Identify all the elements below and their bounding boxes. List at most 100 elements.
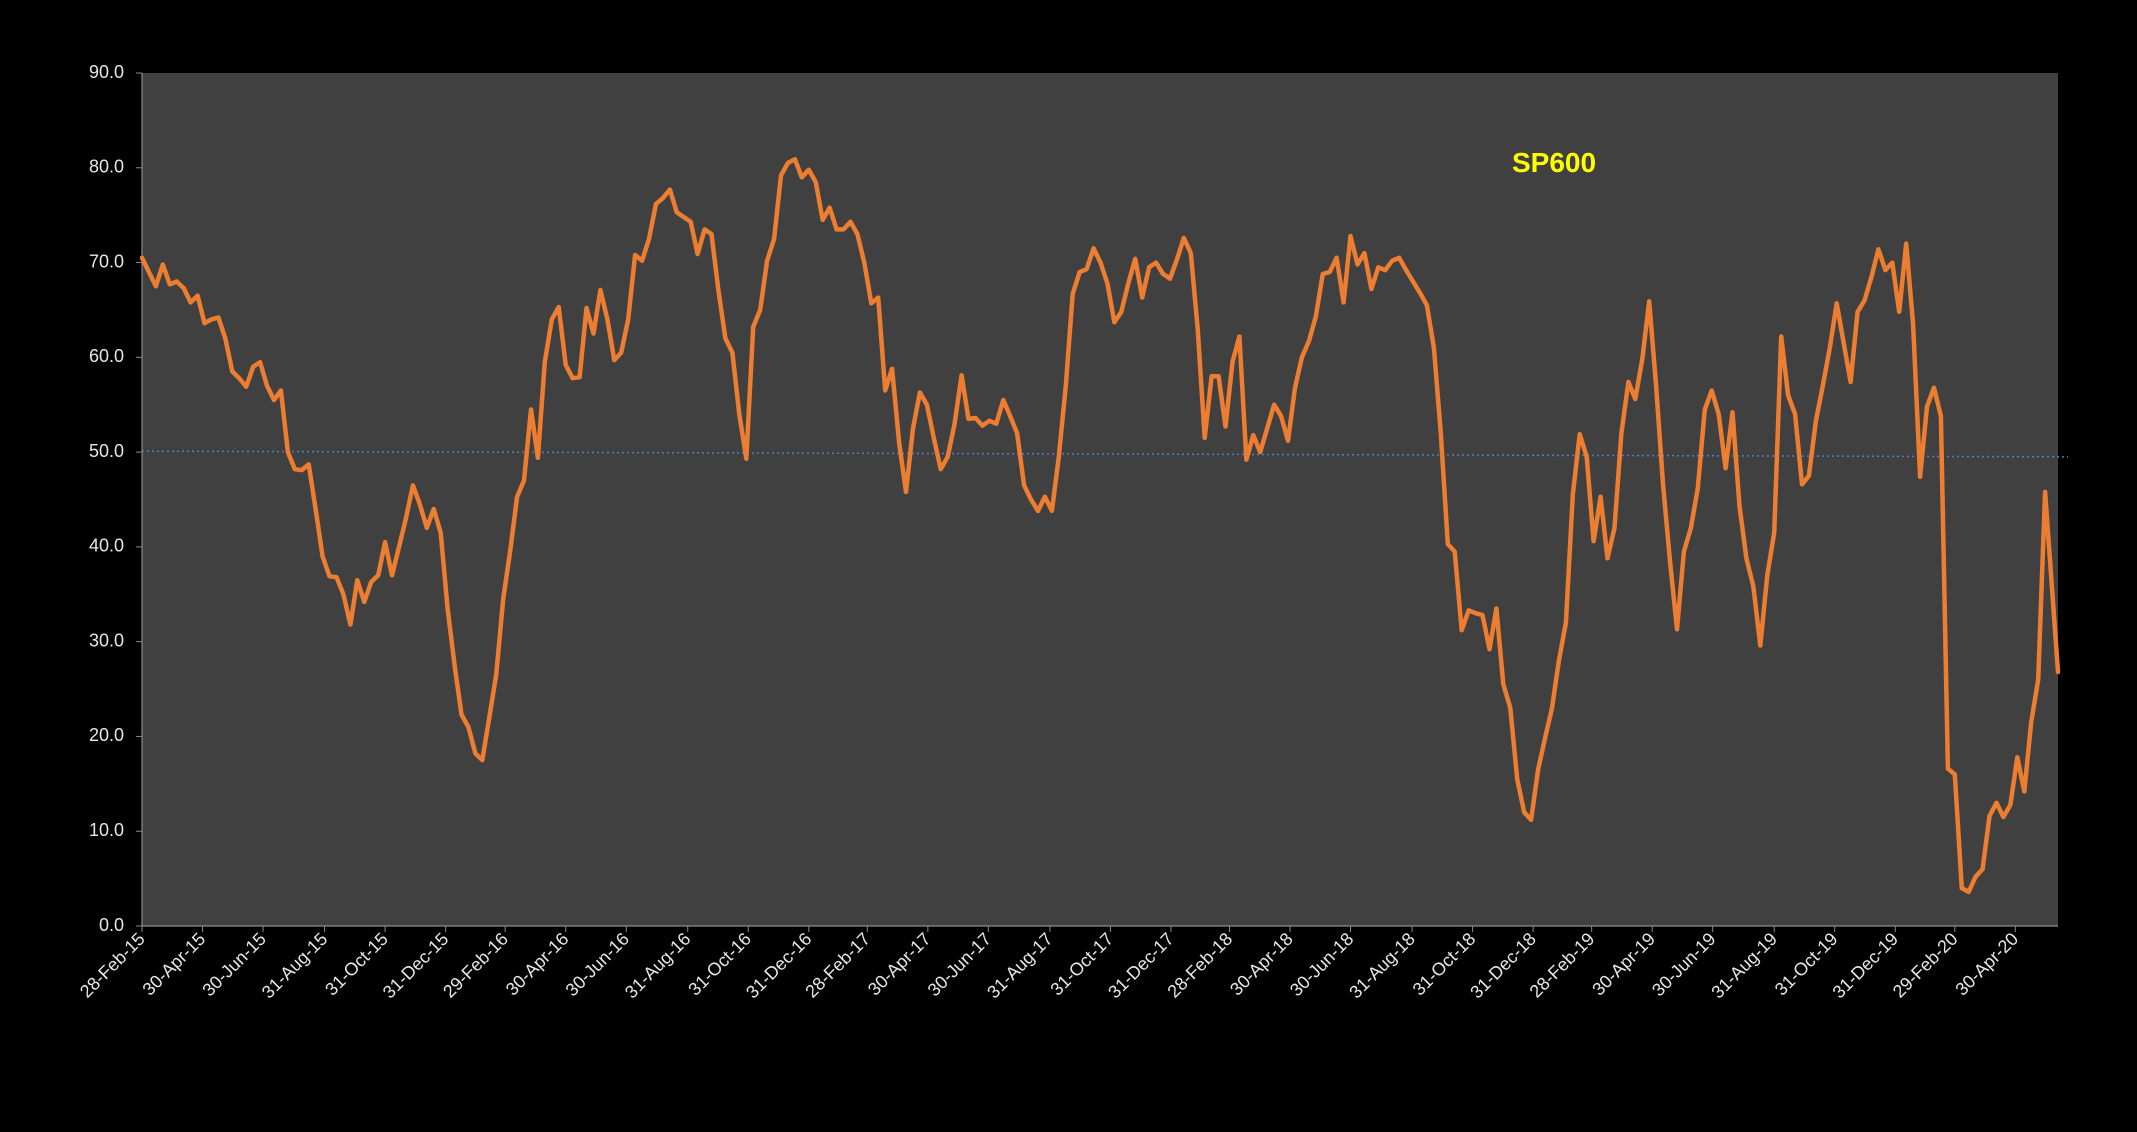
data-point [640,259,644,263]
data-point [404,517,408,521]
data-point [203,321,207,325]
data-point [341,592,345,596]
data-point [1300,355,1304,359]
data-point [1078,270,1082,274]
data-point [1043,495,1047,499]
data-point [592,332,596,336]
data-point [1494,607,1498,611]
data-point [328,574,332,578]
data-point [1619,431,1623,435]
data-point [1244,458,1248,462]
data-point [140,256,144,260]
data-point [2015,755,2019,759]
data-point [1217,374,1221,378]
data-point [980,424,984,428]
data-point [335,575,339,579]
data-point [703,227,707,231]
data-point [557,305,561,309]
data-point [682,215,686,219]
data-point [314,507,318,511]
data-point [1321,272,1325,276]
data-point [1099,261,1103,265]
data-point [578,375,582,379]
data-point [2029,720,2033,724]
data-point [1606,556,1610,560]
data-point [925,403,929,407]
data-point [1224,425,1228,429]
data-point [814,180,818,184]
data-point [1001,398,1005,402]
data-point [619,351,623,355]
data-point [612,358,616,362]
data-point [946,455,950,459]
data-point [1974,875,1978,879]
data-point [1689,526,1693,530]
data-point [1147,265,1151,269]
data-point [522,479,526,483]
data-point [355,578,359,582]
data-point [1307,339,1311,343]
data-point [1654,384,1658,388]
data-point [1015,431,1019,435]
data-point [1342,300,1346,304]
data-point [1564,621,1568,625]
data-point [1814,419,1818,423]
data-point [626,317,630,321]
data-point [161,263,165,267]
data-point [564,363,568,367]
data-point [1369,287,1373,291]
data-point [1661,483,1665,487]
data-point [647,237,651,241]
data-point [897,441,901,445]
data-point [1710,389,1714,393]
data-point [425,526,429,530]
data-point [1988,814,1992,818]
data-point [390,573,394,577]
data-point [216,316,220,320]
data-point [654,202,658,206]
data-point [1050,509,1054,513]
data-point [168,282,172,286]
data-point [1779,335,1783,339]
data-point [1210,374,1214,378]
data-point [348,623,352,627]
data-point [1335,256,1339,260]
data-point [821,218,825,222]
data-point [480,758,484,762]
data-point [737,412,741,416]
data-point [1918,475,1922,479]
data-point [1807,474,1811,478]
data-point [2022,789,2026,793]
data-point [1696,486,1700,490]
data-point [494,673,498,677]
data-point [1272,403,1276,407]
data-point [196,294,200,298]
data-point [237,376,241,380]
data-point [473,752,477,756]
data-point [1140,296,1144,300]
data-point [1126,281,1130,285]
data-point [869,301,873,305]
data-point [1279,414,1283,418]
data-point [904,490,908,494]
data-point [1036,509,1040,513]
data-point [1467,608,1471,612]
data-point [1092,246,1096,250]
data-point [800,175,804,179]
data-point [793,157,797,161]
data-point [1328,270,1332,274]
data-point [508,550,512,554]
data-point [1849,380,1853,384]
data-point [1022,483,1026,487]
data-point [1008,414,1012,418]
data-point [1488,647,1492,651]
data-point [786,161,790,165]
data-point [1418,291,1422,295]
data-point [258,360,262,364]
y-tick-label: 40.0 [89,536,124,556]
data-point [1105,281,1109,285]
data-point [876,296,880,300]
series-label-sp600: SP600 [1512,147,1596,178]
data-point [1237,335,1241,339]
